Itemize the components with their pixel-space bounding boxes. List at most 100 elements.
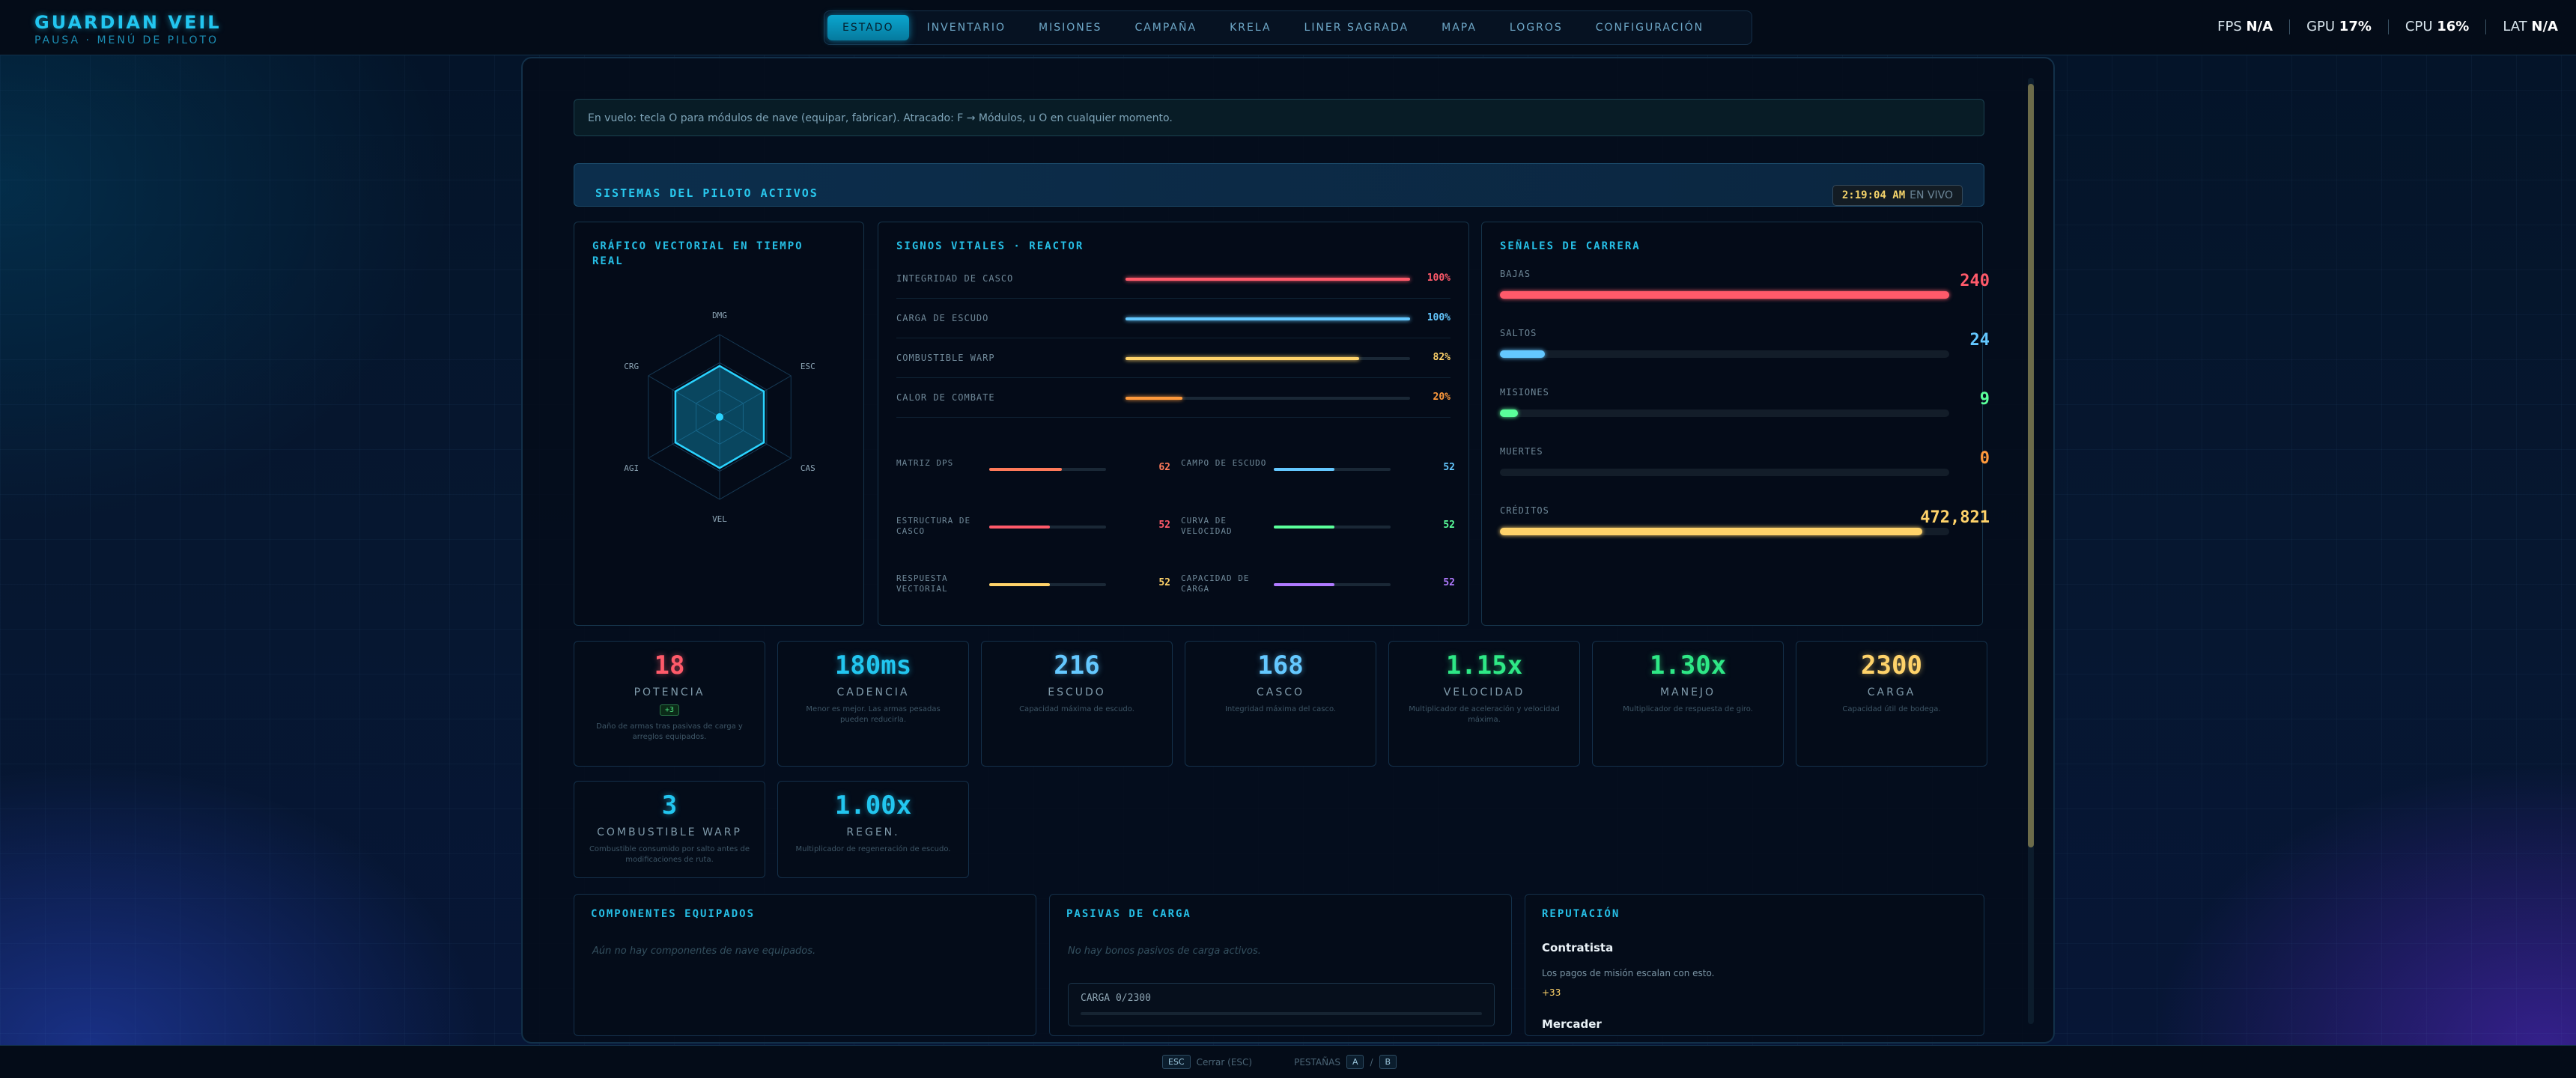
career-stat: CRÉDITOS 472,821 (1500, 505, 1990, 558)
stat-value: 18 (654, 651, 685, 680)
subsystem-bar (989, 468, 1106, 471)
tab-campana[interactable]: CAMPAÑA (1134, 22, 1197, 34)
perf-divider (2289, 19, 2291, 34)
radar-axis-label: ESC (801, 362, 815, 371)
stat-value: 1.00x (834, 791, 912, 820)
subsystem-value: 62 (1158, 462, 1170, 473)
stat-label: COMBUSTIBLE WARP (597, 826, 742, 838)
subsystem-bar-fill (989, 583, 1051, 586)
career-stat: BAJAS 240 (1500, 269, 1990, 321)
tab-key-b[interactable]: B (1379, 1055, 1397, 1069)
subsystem-stat: MATRIZ DPS 62 (896, 458, 1170, 503)
tab-configuracion[interactable]: CONFIGURACIÓN (1595, 22, 1704, 34)
stat-label: MANEJO (1659, 686, 1716, 698)
footer-hints: ESC Cerrar (ESC) PESTAÑAS A / B (0, 1045, 2576, 1078)
subsystem-bar-fill (1274, 583, 1335, 586)
tab-key-a[interactable]: A (1346, 1055, 1364, 1069)
subsystem-bar (1274, 583, 1391, 586)
stat-description: Capacidad máxima de escudo. (1019, 705, 1134, 713)
faction-value: +33 (1542, 987, 1561, 998)
radar-axis-label: DMG (712, 311, 727, 320)
career-panel: SEÑALES DE CARRERA BAJAS 240 SALTOS 24 MISIO… (1481, 222, 1990, 626)
key-separator: / (1370, 1056, 1373, 1068)
career-value: 240 (1960, 272, 1990, 290)
perf-divider (2387, 19, 2389, 34)
subsystem-stat: CAMPO DE ESCUDO 52 (1181, 458, 1455, 503)
stat-card: 1.30x MANEJO Multiplicador de respuesta de… (1592, 641, 1784, 767)
vital-row: INTEGRIDAD DE CASCO 100% (896, 261, 1450, 299)
cpu-readout: CPU 16% (2405, 19, 2470, 34)
subsystem-label: MATRIZ DPS (896, 458, 954, 468)
stat-label: CARGA (1867, 686, 1916, 698)
close-hint: Cerrar (ESC) (1196, 1056, 1253, 1068)
tab-misiones[interactable]: MISIONES (1039, 22, 1102, 34)
cargo-passives-empty: No hay bonos pasivos de carga activos. (1068, 945, 1261, 957)
stat-card: 180ms CADENCIA Menor es mejor. Las armas p… (777, 641, 969, 767)
scrollbar-thumb[interactable] (2028, 84, 2034, 847)
brand-title: GUARDIAN VEIL (34, 12, 222, 33)
reputation-panel: REPUTACIÓN Contratista Los pagos de misi… (1525, 894, 1984, 1036)
stat-label: VELOCIDAD (1443, 686, 1525, 698)
stat-card: 1.00x REGEN. Multiplicador de regeneración… (777, 781, 969, 878)
career-label: CRÉDITOS (1500, 505, 1549, 516)
radar-axis-label: VEL (712, 514, 727, 524)
tab-krela[interactable]: KRELA (1230, 22, 1272, 34)
reputation-title: REPUTACIÓN (1542, 908, 1620, 920)
tab-mapa[interactable]: MAPA (1442, 22, 1477, 34)
career-title: SEÑALES DE CARRERA (1500, 240, 1641, 252)
career-label: BAJAS (1500, 269, 1531, 279)
stat-value: 3 (661, 791, 678, 820)
equipped-components-panel: COMPONENTES EQUIPADOS Aún no hay compone… (574, 894, 1036, 1036)
career-value: 24 (1969, 331, 1990, 350)
tab-logros[interactable]: LOGROS (1509, 22, 1563, 34)
live-label: EN VIVO (1910, 189, 1953, 201)
tab-estado[interactable]: ESTADO (827, 15, 909, 40)
stat-card: 2300 CARGA Capacidad útil de bodega. (1796, 641, 1987, 767)
career-label: SALTOS (1500, 328, 1537, 338)
stat-description: Multiplicador de respuesta de giro. (1623, 705, 1753, 713)
clock-time: 2:19:04 AM (1841, 189, 1906, 201)
subsystem-label: RESPUESTA VECTORIAL (896, 573, 948, 594)
gpu-readout: GPU 17% (2306, 19, 2372, 34)
stat-card: 216 ESCUDO Capacidad máxima de escudo. (981, 641, 1173, 767)
faction-name: Contratista (1542, 941, 1614, 954)
stat-label: POTENCIA (634, 686, 705, 698)
vital-value: 20% (1433, 392, 1450, 403)
subsystem-stat: ESTRUCTURA DE CASCO 52 (896, 516, 1170, 561)
career-bar (1500, 528, 1949, 535)
career-value: 9 (1979, 390, 1990, 409)
stat-value: 180ms (834, 651, 912, 680)
tabs-hint: PESTAÑAS (1294, 1056, 1340, 1068)
vital-label: INTEGRIDAD DE CASCO (896, 273, 1014, 284)
vital-value: 82% (1433, 352, 1450, 363)
radar-spoke (719, 416, 792, 459)
subsystem-value: 52 (1443, 520, 1455, 531)
vital-bar (1126, 278, 1410, 281)
subsystem-label: CAMPO DE ESCUDO (1181, 458, 1267, 468)
tab-liner-sagrada[interactable]: LINER SAGRADA (1304, 22, 1409, 34)
esc-key[interactable]: ESC (1162, 1055, 1191, 1069)
career-bar (1500, 291, 1949, 299)
cargo-load-box: CARGA 0/2300 (1068, 983, 1495, 1026)
career-value: 0 (1979, 449, 1990, 468)
subsystem-bar (1274, 526, 1391, 529)
subsystem-bar (989, 526, 1106, 529)
career-bar (1500, 409, 1949, 417)
vital-bar-fill (1126, 397, 1182, 400)
career-value: 472,821 (1920, 508, 1990, 527)
stat-value: 216 (1054, 651, 1100, 680)
cargo-load-label: CARGA 0/2300 (1081, 993, 1151, 1004)
career-bar-fill (1500, 409, 1518, 417)
faction-desc: Los pagos de misión escalan con esto. (1542, 968, 1715, 978)
subsystem-value: 52 (1158, 577, 1170, 588)
vital-value: 100% (1427, 272, 1450, 284)
live-clock: 2:19:04 AM EN VIVO (1832, 185, 1963, 206)
stat-description: Combustible consumido por salto antes de… (589, 845, 750, 864)
vitals-panel: SIGNOS VITALES · REACTOR INTEGRIDAD DE C… (878, 222, 1469, 626)
radar-spoke (648, 416, 720, 459)
vital-bar (1126, 397, 1410, 400)
tab-inventario[interactable]: INVENTARIO (926, 22, 1006, 34)
scrollbar[interactable] (2028, 78, 2034, 1024)
subsystem-stat: CAPACIDAD DE CARGA 52 (1181, 573, 1455, 618)
stat-card: 3 COMBUSTIBLE WARP Combustible consumido p… (574, 781, 765, 878)
